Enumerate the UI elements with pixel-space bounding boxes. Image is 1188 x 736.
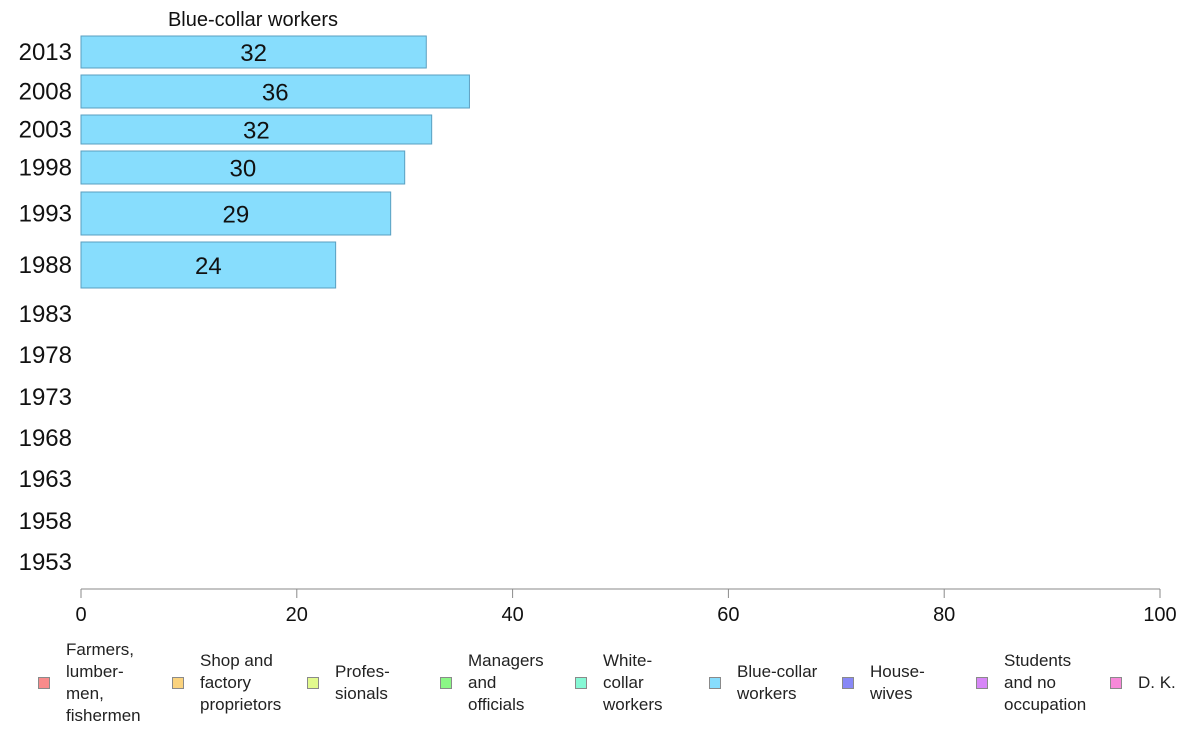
legend-swatch bbox=[172, 677, 184, 689]
x-tick-label: 100 bbox=[1143, 604, 1176, 626]
category-label: 1993 bbox=[19, 201, 72, 228]
x-axis: 0 20 40 60 80 100 bbox=[75, 588, 1177, 626]
legend-item: House- wives bbox=[842, 640, 925, 726]
legend-item: Farmers, lumber- men, fishermen bbox=[38, 640, 141, 726]
bar-row-1958: 1958 bbox=[19, 508, 72, 535]
legend-label: Students and no occupation bbox=[1004, 651, 1087, 714]
bar-chart: Blue-collar workers 2013 32 2008 36 2003 32 19… bbox=[19, 9, 1177, 626]
category-label: 1973 bbox=[19, 384, 72, 411]
legend-swatch bbox=[440, 677, 452, 689]
legend-item: Shop and factory proprietors bbox=[172, 640, 281, 726]
bar bbox=[80, 150, 406, 185]
x-tick-label: 60 bbox=[717, 604, 739, 626]
data-label: 29 bbox=[222, 202, 249, 229]
legend-item: Students and no occupation bbox=[976, 640, 1086, 726]
bar bbox=[80, 114, 433, 145]
category-label: 1953 bbox=[19, 549, 72, 576]
legend-item: D. K. bbox=[1110, 640, 1176, 726]
bar-row-1963: 1963 bbox=[19, 466, 72, 493]
legend-swatch bbox=[842, 677, 854, 689]
category-label: 1978 bbox=[19, 342, 72, 369]
bar bbox=[80, 35, 427, 69]
legend-label: Managers and officials bbox=[468, 651, 544, 714]
category-label: 1963 bbox=[19, 466, 72, 493]
legend-label: White- collar workers bbox=[603, 651, 663, 714]
category-label: 1988 bbox=[19, 252, 72, 279]
category-label: 2003 bbox=[19, 117, 72, 144]
data-label: 24 bbox=[195, 253, 222, 280]
bar-row-1998: 1998 30 bbox=[19, 150, 406, 185]
legend-swatch bbox=[307, 677, 319, 689]
legend-label: D. K. bbox=[1138, 673, 1176, 692]
legend-item: Managers and officials bbox=[440, 640, 544, 726]
bar bbox=[80, 191, 392, 236]
category-label: 2008 bbox=[19, 79, 72, 106]
bar bbox=[80, 74, 470, 109]
bar-row-1983: 1983 bbox=[19, 301, 72, 328]
x-tick-label: 80 bbox=[933, 604, 955, 626]
category-label: 1983 bbox=[19, 301, 72, 328]
legend-label: Profes- sionals bbox=[335, 662, 390, 703]
category-label: 1968 bbox=[19, 425, 72, 452]
bar-row-1993: 1993 29 bbox=[19, 191, 392, 236]
bar-row-2013: 2013 32 bbox=[19, 35, 427, 69]
legend-item: Profes- sionals bbox=[307, 640, 390, 726]
bar-row-1968: 1968 bbox=[19, 425, 72, 452]
category-label: 1998 bbox=[19, 155, 72, 182]
legend-item: Blue-collar workers bbox=[709, 640, 817, 726]
x-tick-label: 40 bbox=[501, 604, 523, 626]
x-tick-label: 20 bbox=[286, 604, 308, 626]
legend-label: House- wives bbox=[870, 662, 925, 703]
legend-swatch bbox=[38, 677, 50, 689]
bar-row-2008: 2008 36 bbox=[19, 74, 470, 109]
x-tick-label: 0 bbox=[75, 604, 86, 626]
legend: Farmers, lumber- men, fishermen Shop and … bbox=[0, 640, 1188, 736]
legend-swatch bbox=[709, 677, 721, 689]
data-label: 32 bbox=[243, 118, 270, 145]
bar-row-2003: 2003 32 bbox=[19, 114, 433, 145]
category-label: 1958 bbox=[19, 508, 72, 535]
legend-swatch bbox=[1110, 677, 1122, 689]
data-label: 30 bbox=[229, 156, 256, 183]
bar-row-1978: 1978 bbox=[19, 342, 72, 369]
bar-row-1973: 1973 bbox=[19, 384, 72, 411]
legend-label: Blue-collar workers bbox=[737, 662, 818, 703]
legend-label: Farmers, lumber- men, fishermen bbox=[66, 640, 141, 725]
data-label: 36 bbox=[262, 80, 289, 107]
bar-row-1953: 1953 bbox=[19, 549, 72, 576]
legend-item: White- collar workers bbox=[575, 640, 663, 726]
bar-row-1988: 1988 24 bbox=[19, 241, 337, 289]
category-label: 2013 bbox=[19, 39, 72, 66]
legend-label: Shop and factory proprietors bbox=[200, 651, 282, 714]
data-label: 32 bbox=[240, 40, 267, 67]
bar bbox=[80, 241, 337, 289]
legend-swatch bbox=[575, 677, 587, 689]
legend-swatch bbox=[976, 677, 988, 689]
chart-title: Blue-collar workers bbox=[168, 9, 338, 31]
